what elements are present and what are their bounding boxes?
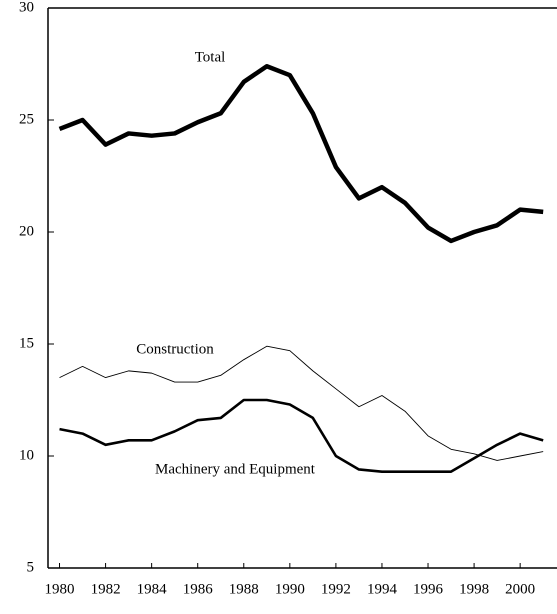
y-tick-label: 10	[19, 447, 34, 463]
y-tick-label: 20	[19, 223, 34, 239]
x-tick-label: 1986	[183, 581, 214, 597]
x-tick-label: 2000	[505, 581, 535, 597]
x-tick-label: 1982	[91, 581, 121, 597]
series-label: Machinery and Equipment	[155, 461, 316, 477]
y-tick-label: 15	[19, 335, 34, 351]
x-tick-label: 1996	[413, 581, 444, 597]
series-label: Total	[195, 49, 226, 65]
series-line	[59, 345, 544, 461]
x-tick-label: 1988	[229, 581, 259, 597]
x-tick-label: 1998	[459, 581, 489, 597]
y-tick-label: 25	[19, 111, 34, 127]
series-label: Construction	[136, 341, 214, 357]
y-tick-label: 5	[27, 559, 35, 575]
series-line	[58, 63, 544, 244]
x-tick-label: 1994	[367, 581, 398, 597]
x-tick-label: 1990	[275, 581, 305, 597]
x-tick-label: 1992	[321, 581, 351, 597]
x-tick-label: 1980	[45, 581, 75, 597]
series-line	[59, 398, 544, 473]
y-tick-label: 30	[19, 0, 34, 15]
x-tick-label: 1984	[137, 581, 168, 597]
